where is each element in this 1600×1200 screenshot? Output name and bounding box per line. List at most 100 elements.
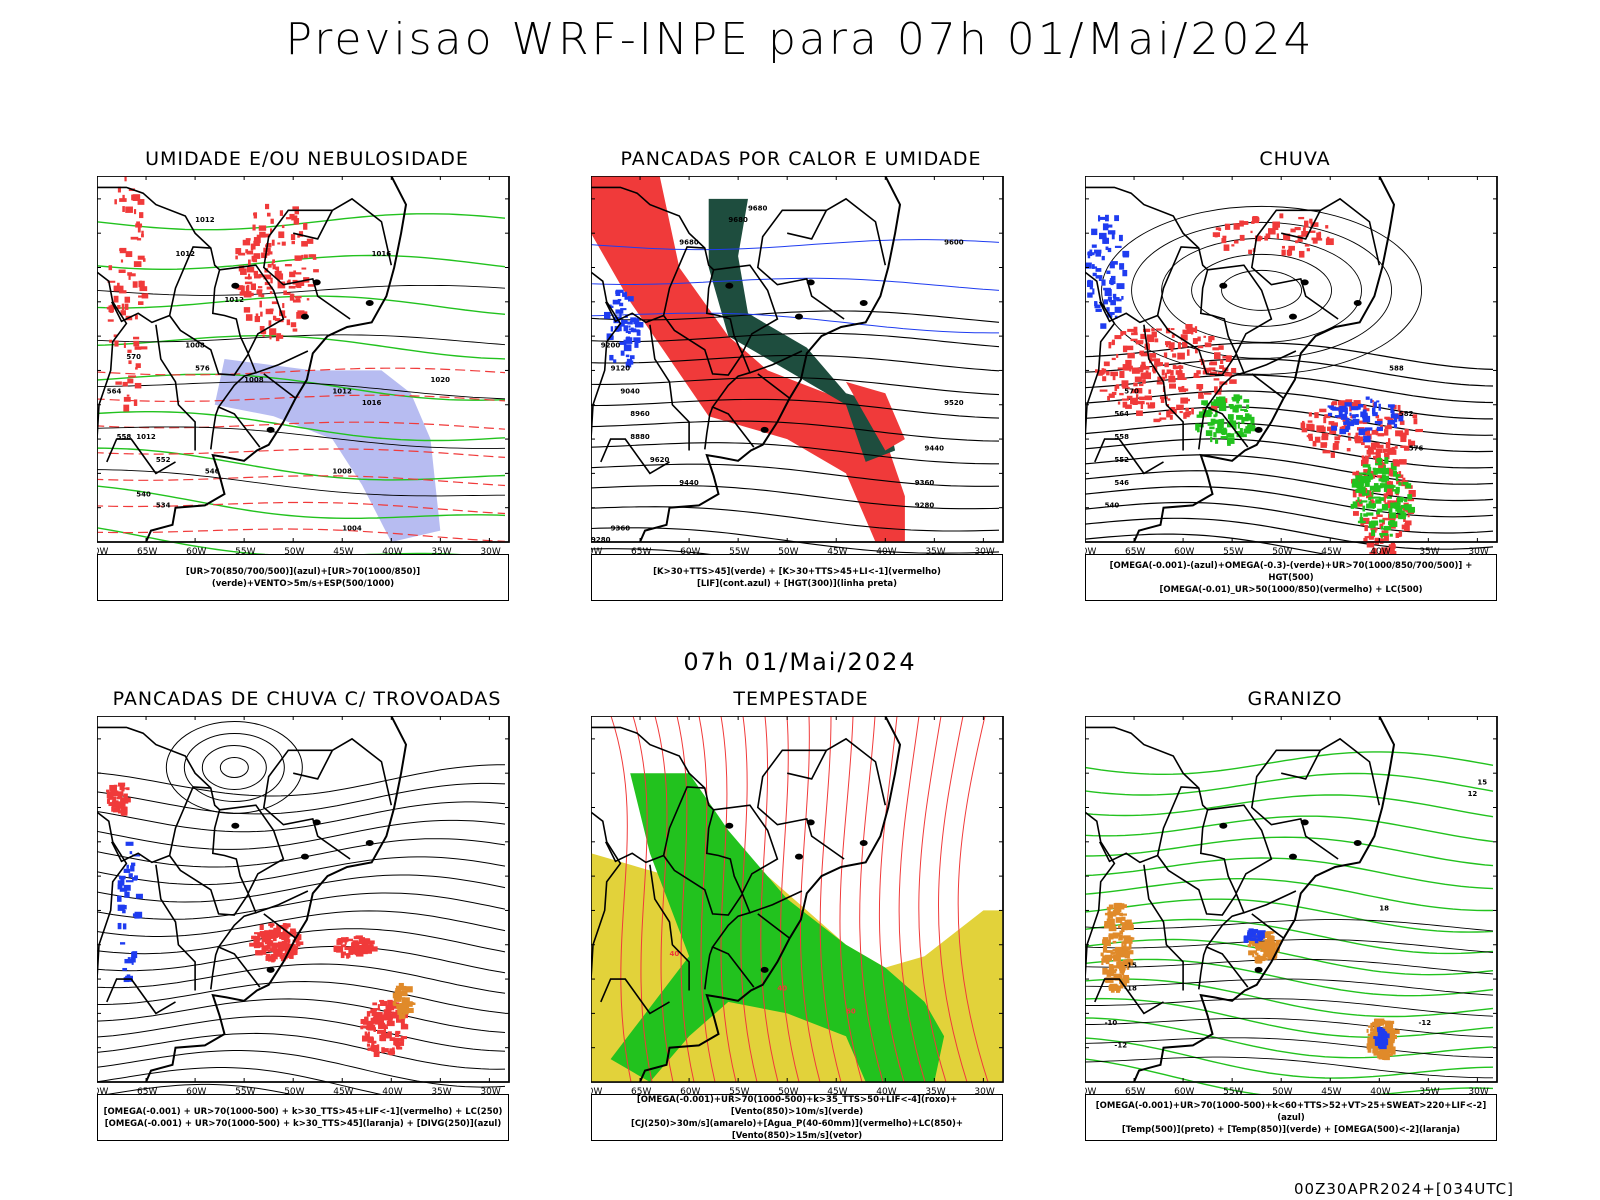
country-border (1250, 749, 1339, 860)
country-border (97, 186, 261, 448)
contour-label: 540 (136, 490, 151, 498)
contour-label: 588 (1389, 364, 1404, 372)
contour-label: -10 (1105, 1019, 1118, 1027)
lon-tick-label: 40W (876, 547, 896, 554)
country-border (106, 978, 176, 1015)
lon-tick-label: 70W (591, 547, 602, 554)
contour-label: 1016 (372, 250, 392, 258)
lon-tick-label: 45W (827, 547, 847, 554)
map-plot: 58858257657056455855254654012S15S18S21S2… (1085, 176, 1498, 554)
country-border (591, 726, 755, 988)
country-border (1085, 811, 1116, 980)
lake (859, 839, 868, 846)
country-border (219, 264, 285, 354)
contour-label: 40 (669, 950, 679, 958)
contour-label: 1008 (185, 342, 205, 350)
lon-tick-label: 45W (333, 547, 353, 554)
legend-line: [LIF](cont.azul) + [HGT(300)](linha pret… (696, 578, 898, 589)
country-border (155, 864, 196, 991)
lake (1219, 282, 1228, 289)
lon-tick-label: 65W (137, 547, 157, 554)
country-border (1250, 209, 1339, 320)
contour-label: 9440 (925, 445, 945, 453)
contour-label: 576 (195, 364, 210, 372)
country-border (1085, 271, 1116, 440)
coastline (1133, 176, 1396, 543)
country-border (713, 804, 779, 894)
contour-label: 40 (777, 985, 787, 993)
contour-label: 9200 (601, 342, 621, 350)
country-border (331, 737, 393, 806)
lake (312, 279, 321, 286)
contour-label: 552 (1114, 456, 1129, 464)
panel-title: PANCADAS POR CALOR E UMIDADE (620, 148, 982, 170)
contour-label: 9680 (679, 239, 699, 247)
contour-label: 1008 (332, 467, 352, 475)
lake (1288, 313, 1297, 320)
contour-label: 552 (156, 456, 171, 464)
lake (1254, 966, 1263, 973)
contour-label: 1016 (362, 399, 382, 407)
country-border (210, 946, 220, 990)
lake (760, 966, 769, 973)
lon-tick-label: 40W (382, 1087, 402, 1094)
country-border (255, 890, 309, 914)
lon-tick-label: 35W (925, 547, 945, 554)
country-border (168, 315, 249, 376)
lake (300, 853, 309, 860)
contour-label: 9680 (748, 204, 768, 212)
country-border (1156, 315, 1237, 376)
lon-tick-label: 65W (1125, 1087, 1145, 1094)
lake (859, 299, 868, 306)
country-border (97, 726, 261, 988)
country-border (1243, 350, 1297, 374)
lon-tick-label: 55W (729, 1087, 749, 1094)
contour-label: 8880 (630, 433, 650, 441)
lon-tick-label: 50W (778, 547, 798, 554)
contour-label: 9680 (728, 216, 748, 224)
contour-label: 570 (1124, 387, 1139, 395)
country-border (1319, 737, 1381, 806)
panel-legend: [K>30+TTS>45](verde) + [K>30+TTS>45+LI<-… (591, 554, 1003, 601)
country-border (1198, 406, 1208, 450)
contour-label: 1012 (136, 433, 156, 441)
lon-tick-label: 70W (1085, 1087, 1096, 1094)
country-border (1143, 324, 1184, 451)
contour-label: 582 (1399, 410, 1414, 418)
lon-tick-label: 70W (1085, 547, 1096, 554)
country-border (1251, 913, 1284, 939)
contour-label: 9120 (611, 364, 631, 372)
lon-tick-label: 45W (333, 1087, 353, 1094)
lon-tick-label: 60W (680, 547, 700, 554)
country-border (1143, 864, 1184, 991)
map-plot: 12S15S18S21S24S27S30S33S36S39S42S70W65W6… (97, 716, 510, 1094)
contour-label: 60 (846, 1007, 856, 1015)
legend-line: [Temp(500)](preto) + [Temp(850)](verde) … (1121, 1124, 1461, 1135)
country-border (649, 324, 690, 451)
lake (266, 426, 275, 433)
legend-line: [OMEGA(-0.001)-(azul)+OMEGA(-0.3)-(verde… (1109, 560, 1473, 583)
contour-label: -15 (1124, 962, 1137, 970)
lake (806, 279, 815, 286)
contour-label: 1008 (244, 376, 264, 384)
lon-tick-label: 30W (1468, 547, 1488, 554)
lon-tick-label: 45W (1321, 547, 1341, 554)
coastline (1133, 716, 1396, 1083)
contour-label: 18 (1379, 904, 1389, 912)
country-border (757, 373, 790, 399)
country-border (600, 438, 670, 475)
lon-tick-label: 65W (631, 547, 651, 554)
contour-label: 9040 (620, 387, 640, 395)
lon-tick-label: 45W (1321, 1087, 1341, 1094)
lon-tick-label: 60W (1174, 1087, 1194, 1094)
country-border (1319, 197, 1381, 266)
lon-tick-label: 30W (974, 547, 994, 554)
lake (1219, 822, 1228, 829)
country-border (168, 855, 249, 916)
lon-tick-label: 30W (480, 547, 500, 554)
lon-tick-label: 30W (480, 1087, 500, 1094)
lon-tick-label: 50W (778, 1087, 798, 1094)
lake (365, 299, 374, 306)
lake (760, 426, 769, 433)
lon-tick-label: 35W (431, 547, 451, 554)
